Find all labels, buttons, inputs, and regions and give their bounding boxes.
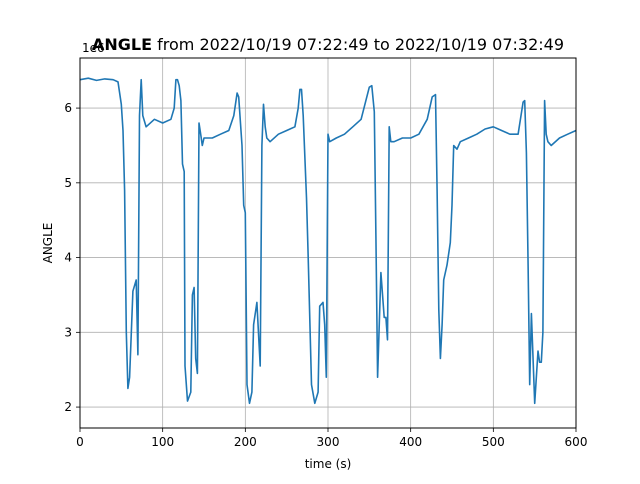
y-tick-label: 3	[64, 325, 72, 339]
y-multiplier-label: 1e6	[82, 41, 105, 55]
chart-title-bold: ANGLE	[92, 35, 152, 54]
y-tick-label: 5	[64, 176, 72, 190]
chart-title-rest: from 2022/10/19 07:22:49 to 2022/10/19 0…	[152, 35, 564, 54]
y-axis-label: ANGLE	[41, 223, 55, 264]
x-tick-label: 500	[482, 435, 505, 449]
y-ticks: 2 3 4 5 6	[64, 101, 80, 414]
x-axis-label: time (s)	[305, 457, 352, 471]
x-tick-label: 300	[317, 435, 340, 449]
x-tick-label: 100	[151, 435, 174, 449]
x-tick-label: 600	[565, 435, 588, 449]
x-tick-label: 0	[76, 435, 84, 449]
x-tick-label: 400	[399, 435, 422, 449]
angle-series-line	[79, 77, 577, 405]
y-tick-label: 2	[64, 400, 72, 414]
y-tick-label: 6	[64, 101, 72, 115]
x-ticks: 0 100 200 300 400 500 600	[76, 428, 587, 449]
y-tick-label: 4	[64, 251, 72, 265]
line-layer	[79, 77, 577, 405]
x-tick-label: 200	[234, 435, 257, 449]
chart-title: ANGLE from 2022/10/19 07:22:49 to 2022/1…	[92, 35, 564, 54]
